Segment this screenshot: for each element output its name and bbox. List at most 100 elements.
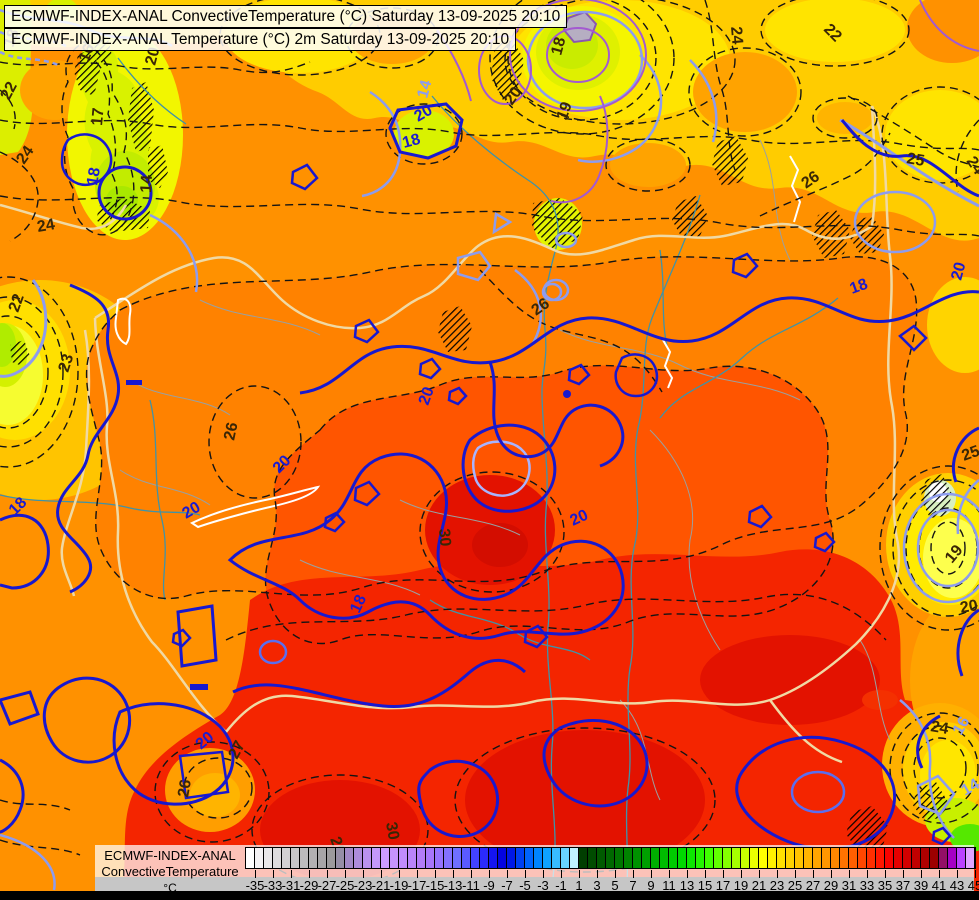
colorbar-tick-label: 13 (679, 878, 695, 893)
colorbar-cell (534, 848, 543, 868)
colorbar-tick-label: -19 (389, 878, 409, 893)
contour-label: 30 (382, 821, 402, 842)
colorbar-cell (597, 848, 606, 868)
colorbar-tick (399, 870, 400, 878)
colorbar-tick-label: -31 (281, 878, 301, 893)
colorbar-cell (912, 848, 921, 868)
legend-product-label: ECMWF-INDEX-ANAL (104, 848, 236, 863)
colorbar-tick-label: 37 (895, 878, 911, 893)
colorbar-tick (741, 870, 742, 878)
colorbar-cell (822, 848, 831, 868)
colorbar-tick (759, 870, 760, 878)
contour-label: 14 (959, 776, 979, 800)
colorbar-cells (245, 847, 976, 869)
colorbar-cell (732, 848, 741, 868)
colorbar-cell (264, 848, 273, 868)
colorbar-cell (480, 848, 489, 868)
colorbar-cell (543, 848, 552, 868)
colorbar-tick (417, 870, 418, 878)
contour-label: 20 (416, 385, 438, 408)
colorbar-tick-label: 39 (913, 878, 929, 893)
colorbar-cell (840, 848, 849, 868)
colorbar-tick (597, 870, 598, 878)
legend-parameter-label: ConvectiveTemperature (101, 864, 239, 879)
colorbar-cell (462, 848, 471, 868)
colorbar-cell (678, 848, 687, 868)
colorbar-tick (975, 870, 976, 878)
colorbar-tick-label: -35 (245, 878, 265, 893)
colorbar-tick-label: 43 (949, 878, 965, 893)
contour-label: 26 (221, 421, 241, 442)
colorbar-cell (624, 848, 633, 868)
colorbar-tick (273, 870, 274, 878)
lake-outline-layer (114, 155, 802, 529)
colorbar-cell (246, 848, 255, 868)
contour-label: 25 (960, 443, 979, 465)
colorbar-tick-label: 17 (715, 878, 731, 893)
colorbar-cell (921, 848, 930, 868)
colorbar-cell (687, 848, 696, 868)
colorbar-cell (876, 848, 885, 868)
colorbar-cell (381, 848, 390, 868)
colorbar-tick-label: -21 (371, 878, 391, 893)
colorbar-cell (498, 848, 507, 868)
colorbar-cell (651, 848, 660, 868)
colorbar-tick-label: -5 (519, 878, 531, 893)
colorbar-cell (741, 848, 750, 868)
colorbar-cell (849, 848, 858, 868)
colorbar-tick (327, 870, 328, 878)
colorbar-cell (705, 848, 714, 868)
colorbar-cell (273, 848, 282, 868)
colorbar-tick (705, 870, 706, 878)
contour-label: 20 (948, 260, 969, 282)
colorbar-tick (813, 870, 814, 878)
colorbar-cell (885, 848, 894, 868)
colorbar-tick (957, 870, 958, 878)
colorbar-cell (795, 848, 804, 868)
colorbar-cell (327, 848, 336, 868)
colorbar-tick-label: -13 (443, 878, 463, 893)
colorbar-tick (651, 870, 652, 878)
colorbar-tick (561, 870, 562, 878)
colorbar-cell (813, 848, 822, 868)
colorbar-cell (768, 848, 777, 868)
colorbar-cell (606, 848, 615, 868)
colorbar: -35 -33 -31 -29 -27 -25 -23 -21 -19 -17 -15 -13 -11-… (245, 847, 979, 893)
colorbar-cell (435, 848, 444, 868)
colorbar-tick (633, 870, 634, 878)
colorbar-cell (363, 848, 372, 868)
contour-label: 25 (905, 150, 926, 170)
colorbar-cell (408, 848, 417, 868)
contour-label: 18 (84, 166, 104, 187)
colorbar-cell (588, 848, 597, 868)
contour-label: 20 (959, 597, 979, 617)
contour-label: 18 (347, 592, 370, 615)
colorbar-cell (579, 848, 588, 868)
colorbar-tick-label: 31 (841, 878, 857, 893)
colorbar-cell (723, 848, 732, 868)
colorbar-tick (723, 870, 724, 878)
colorbar-cell (570, 848, 579, 868)
colorbar-tick-label: 21 (751, 878, 767, 893)
colorbar-cell (777, 848, 786, 868)
colorbar-tick (525, 870, 526, 878)
colorbar-tick (435, 870, 436, 878)
colorbar-cell (957, 848, 966, 868)
colorbar-tick (687, 870, 688, 878)
colorbar-cell (561, 848, 570, 868)
contour-label: 19 (554, 100, 576, 123)
colorbar-tick-label: -25 (335, 878, 355, 893)
colorbar-tick (939, 870, 940, 878)
colorbar-cell (552, 848, 561, 868)
legend-bar: ECMWF-INDEX-ANAL ConvectiveTemperature °… (95, 845, 979, 895)
legend-gray-band (95, 877, 974, 891)
colorbar-tick-label: -1 (555, 878, 567, 893)
colorbar-tick (669, 870, 670, 878)
contour-label: 14 (414, 78, 435, 100)
colorbar-tick-label: 25 (787, 878, 803, 893)
colorbar-cell (966, 848, 975, 868)
bottom-black-bar (0, 891, 979, 900)
colorbar-cell (426, 848, 435, 868)
